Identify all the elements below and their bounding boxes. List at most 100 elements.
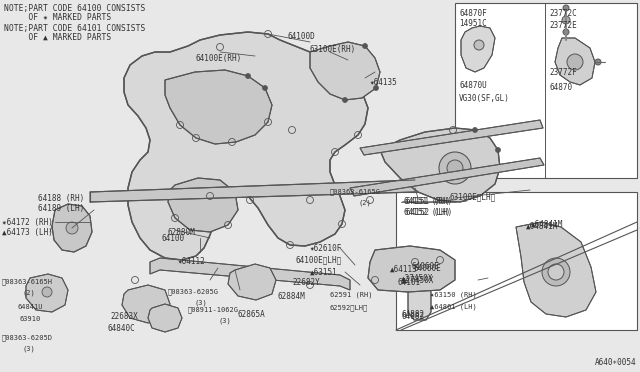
Text: ▲27450X: ▲27450X	[402, 276, 435, 285]
Circle shape	[567, 54, 583, 70]
Circle shape	[42, 287, 52, 297]
Text: 64840C: 64840C	[108, 324, 136, 333]
Text: 64188 (RH): 64188 (RH)	[38, 194, 84, 203]
Text: 64151 (RH): 64151 (RH)	[404, 197, 451, 206]
Text: ▲64173 (LH): ▲64173 (LH)	[2, 228, 53, 237]
Bar	[455, 3, 637, 178]
Polygon shape	[26, 274, 68, 312]
Polygon shape	[52, 204, 92, 252]
Text: 22683X: 22683X	[110, 312, 138, 321]
Circle shape	[562, 16, 570, 24]
Circle shape	[439, 152, 471, 184]
Text: A640∗0054: A640∗0054	[595, 358, 636, 367]
Text: 23772E: 23772E	[549, 21, 577, 30]
Text: 63100E(RH): 63100E(RH)	[310, 45, 356, 54]
Text: 62880M: 62880M	[168, 228, 196, 237]
Text: Ⓝ08363-6165G: Ⓝ08363-6165G	[330, 188, 381, 195]
Text: 64882: 64882	[401, 312, 424, 321]
Polygon shape	[165, 70, 272, 144]
Circle shape	[548, 264, 564, 280]
Text: Ⓞ08911-1062G: Ⓞ08911-1062G	[188, 306, 239, 312]
Text: ▲64841M: ▲64841M	[526, 222, 558, 231]
Text: (2): (2)	[22, 290, 35, 296]
Text: 64882: 64882	[402, 310, 425, 319]
Text: 62865A: 62865A	[238, 310, 266, 319]
Text: 64841U: 64841U	[18, 304, 44, 310]
Circle shape	[472, 128, 477, 132]
Polygon shape	[90, 180, 415, 202]
Text: 64189 (LH): 64189 (LH)	[38, 204, 84, 213]
Text: 63910: 63910	[20, 316, 41, 322]
Polygon shape	[555, 38, 595, 85]
Text: ✷64135: ✷64135	[370, 78, 397, 87]
Text: ✷64172 (RH): ✷64172 (RH)	[2, 218, 53, 227]
Circle shape	[563, 5, 569, 11]
Circle shape	[66, 222, 78, 234]
Text: 64101: 64101	[398, 278, 421, 287]
Polygon shape	[148, 304, 182, 332]
Polygon shape	[310, 42, 380, 100]
Text: 64060E: 64060E	[414, 264, 442, 273]
Circle shape	[563, 29, 569, 35]
Text: 64100: 64100	[162, 234, 185, 243]
Text: ▲27450X: ▲27450X	[401, 274, 433, 283]
Text: 64151 (RH): 64151 (RH)	[406, 197, 452, 206]
Text: ✷62610F: ✷62610F	[310, 244, 342, 253]
Text: VG30(SF,GL): VG30(SF,GL)	[459, 94, 510, 103]
Text: 64100E(RH): 64100E(RH)	[196, 54, 243, 63]
Text: ▲64861 (LH): ▲64861 (LH)	[430, 304, 477, 311]
Polygon shape	[368, 246, 455, 292]
Text: 64152 (LH): 64152 (LH)	[406, 208, 452, 217]
Text: Ⓝ08363-6205D: Ⓝ08363-6205D	[2, 334, 53, 341]
Text: ✷63150 (RH): ✷63150 (RH)	[430, 292, 477, 298]
Text: ▲64113: ▲64113	[390, 265, 418, 274]
Polygon shape	[122, 285, 170, 323]
Polygon shape	[168, 178, 238, 232]
Text: (3): (3)	[195, 300, 208, 307]
Text: 64870U: 64870U	[459, 81, 487, 90]
Text: NOTE;PART CODE 64100 CONSISTS: NOTE;PART CODE 64100 CONSISTS	[4, 4, 145, 13]
Text: 22682Y: 22682Y	[292, 278, 320, 287]
Text: ▲63151: ▲63151	[310, 268, 338, 277]
Text: NOTE;PART CODE 64101 CONSISTS: NOTE;PART CODE 64101 CONSISTS	[4, 24, 145, 33]
Polygon shape	[408, 282, 431, 320]
Polygon shape	[350, 158, 544, 196]
Text: 23772F: 23772F	[549, 68, 577, 77]
Text: 62591 (RH): 62591 (RH)	[330, 292, 372, 298]
Text: OF ▲ MARKED PARTS: OF ▲ MARKED PARTS	[4, 33, 111, 42]
Text: (3): (3)	[22, 346, 35, 353]
Text: 64060E: 64060E	[411, 262, 439, 271]
Text: Ⓝ08363-6165H: Ⓝ08363-6165H	[2, 278, 53, 285]
Text: 64870: 64870	[549, 83, 572, 92]
Text: OF ✷ MARKED PARTS: OF ✷ MARKED PARTS	[4, 13, 111, 22]
Polygon shape	[461, 26, 495, 72]
Circle shape	[542, 258, 570, 286]
Bar	[396, 192, 637, 330]
Polygon shape	[228, 264, 276, 300]
Circle shape	[342, 97, 348, 103]
Text: 64100E〈LH〉: 64100E〈LH〉	[296, 255, 342, 264]
Polygon shape	[150, 258, 350, 290]
Circle shape	[447, 160, 463, 176]
Text: 64100D: 64100D	[288, 32, 316, 41]
Text: ▲64841M: ▲64841M	[531, 220, 563, 229]
Text: 64152 (LH): 64152 (LH)	[404, 208, 451, 217]
Circle shape	[595, 59, 601, 65]
Text: 63100E〈LH〉: 63100E〈LH〉	[450, 192, 496, 201]
Circle shape	[374, 86, 378, 90]
Circle shape	[495, 148, 500, 153]
Text: 64870F: 64870F	[459, 9, 487, 18]
Circle shape	[362, 44, 367, 48]
Text: Ⓝ08363-6205G: Ⓝ08363-6205G	[168, 288, 219, 295]
Polygon shape	[380, 128, 500, 202]
Polygon shape	[360, 120, 543, 155]
Text: 14951C: 14951C	[459, 19, 487, 28]
Circle shape	[246, 74, 250, 78]
Polygon shape	[516, 222, 596, 317]
Circle shape	[474, 40, 484, 50]
Text: ✷64112: ✷64112	[178, 257, 205, 266]
Text: (3): (3)	[218, 318, 231, 324]
Text: (2): (2)	[358, 200, 371, 206]
Text: 23772C: 23772C	[549, 9, 577, 18]
Polygon shape	[124, 32, 368, 260]
